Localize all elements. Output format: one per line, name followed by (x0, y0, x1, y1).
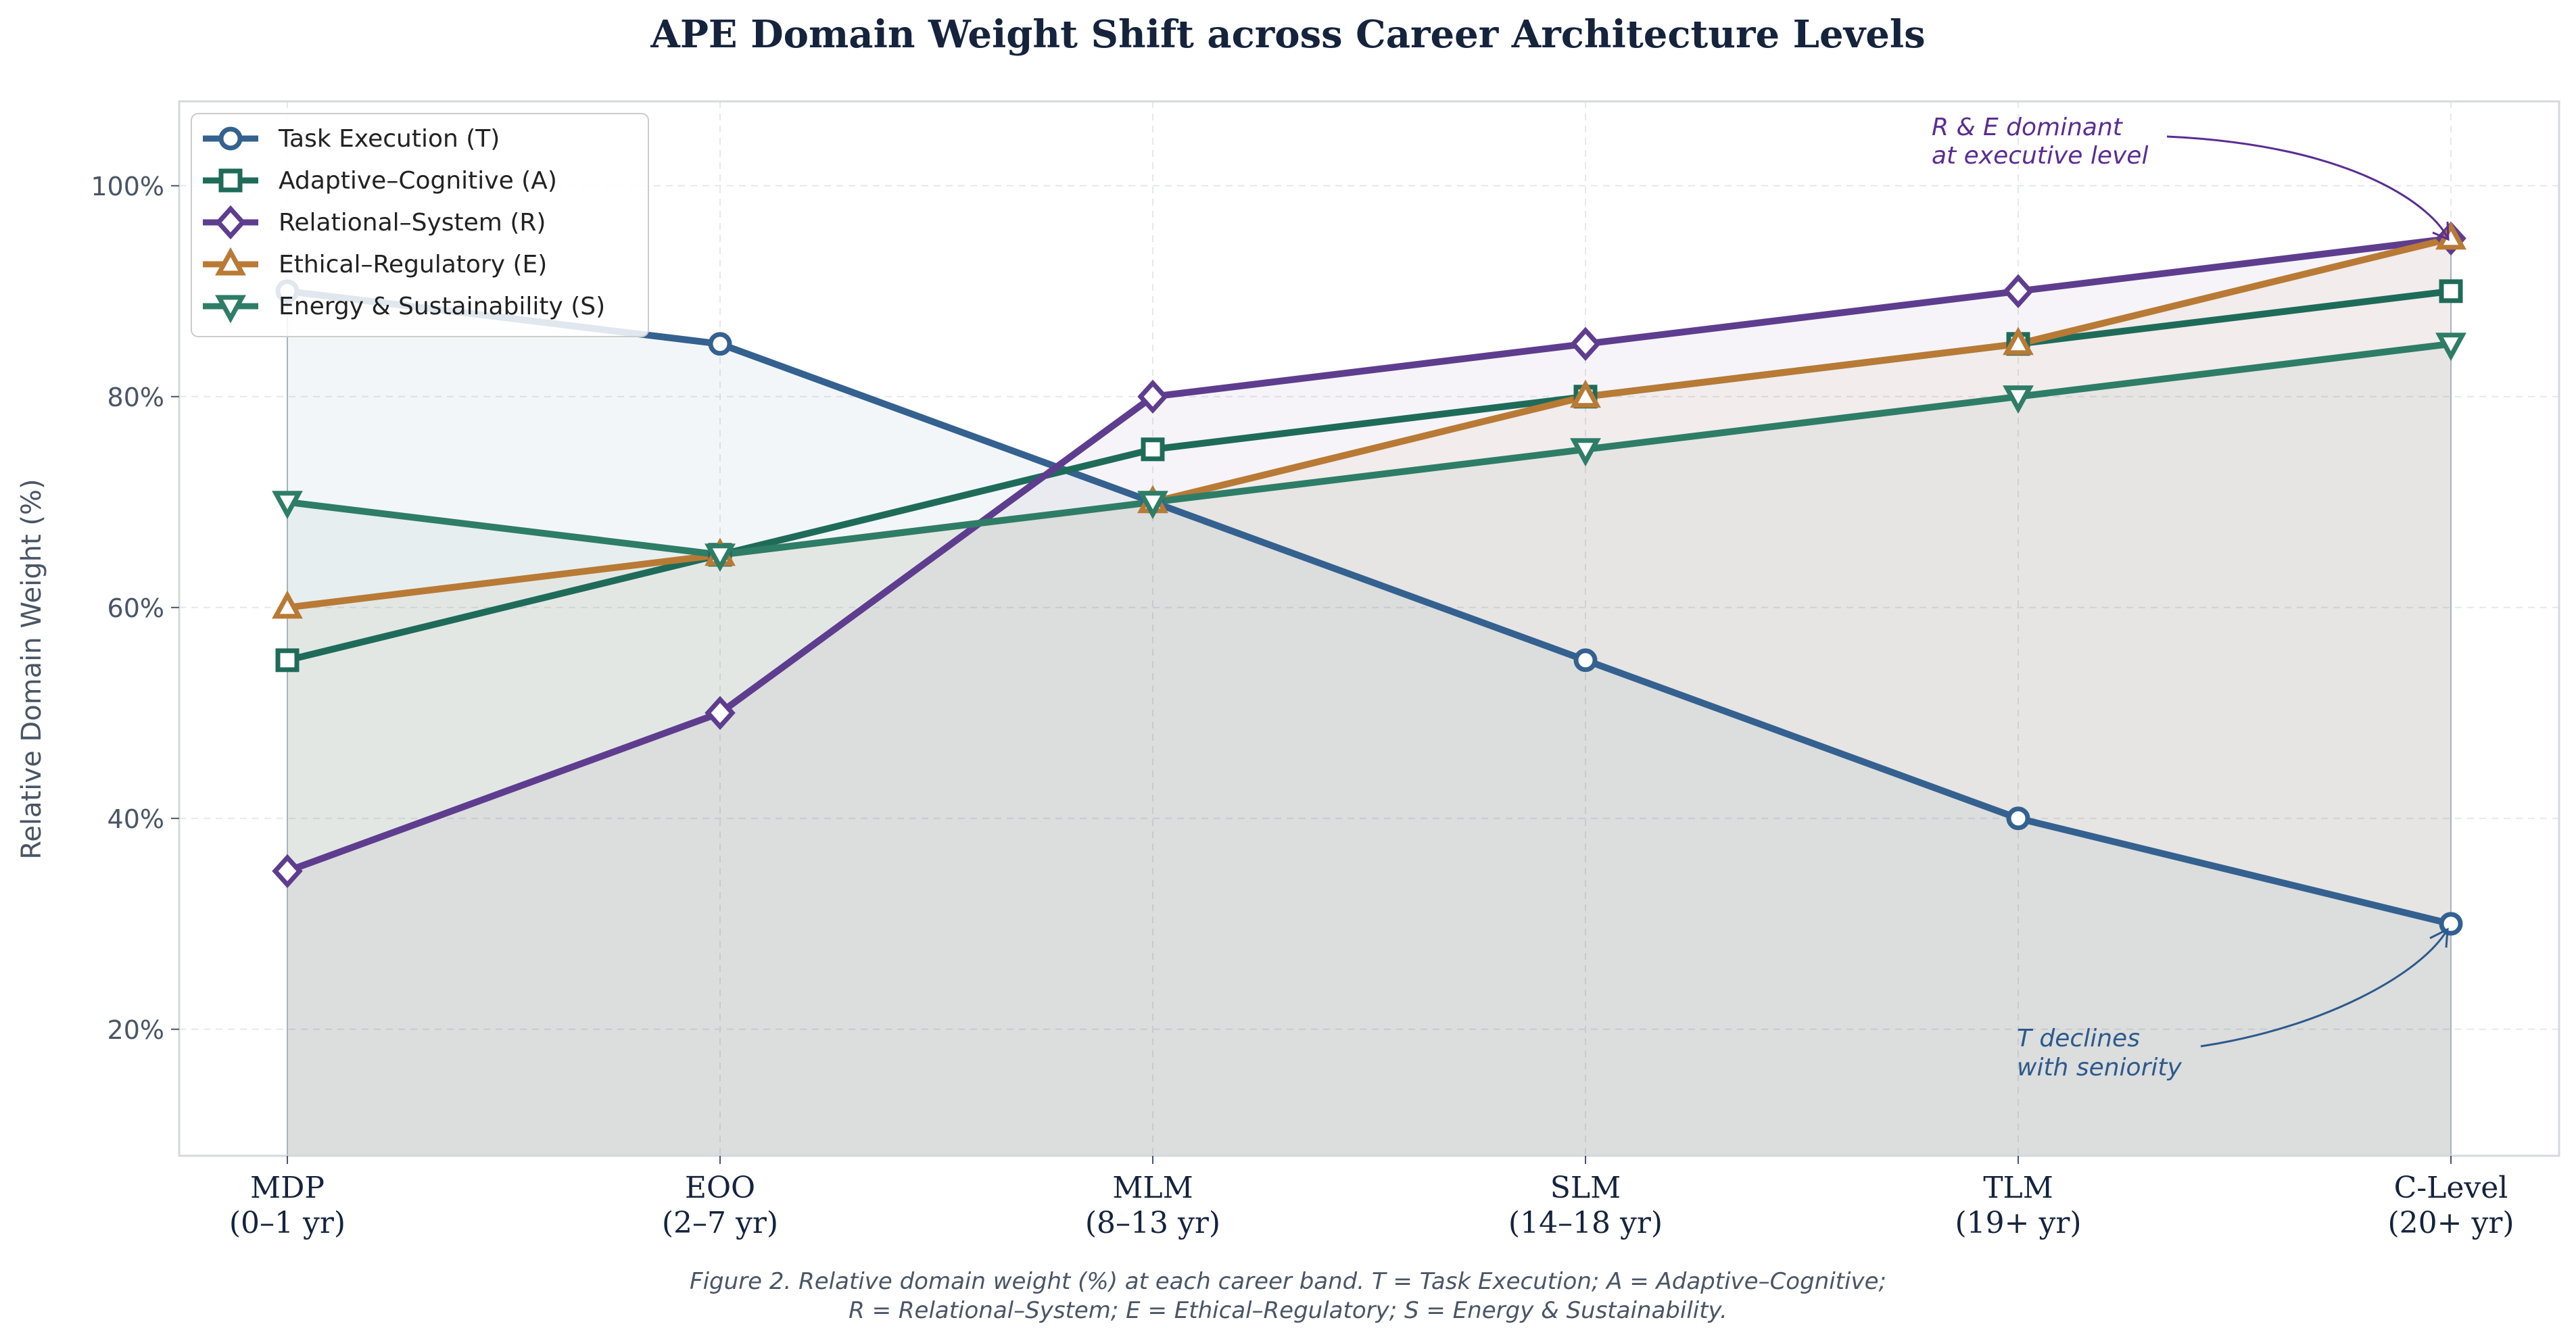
x-tick-sublabel-2: (8–13 yr) (1085, 1206, 1220, 1240)
y-tick-label: 20% (108, 1015, 164, 1045)
series-4-point-5 (2435, 333, 2466, 362)
legend-label: Energy & Sustainability (S) (279, 293, 605, 320)
x-tick-sublabel-1: (2–7 yr) (662, 1206, 778, 1240)
series-2-point-0 (272, 854, 303, 889)
x-tick-label-1: EOO (685, 1171, 755, 1205)
series-1-point-5 (2439, 279, 2463, 303)
series-3-point-0 (272, 590, 303, 619)
area-fills (287, 238, 2452, 1156)
annotation-t-line-1: T declines (2017, 1025, 2140, 1052)
series-markers (272, 221, 2466, 936)
annotation-t-arrowhead (2429, 927, 2449, 948)
legend-label: Relational–System (R) (279, 209, 546, 237)
series-4-point-0 (272, 491, 303, 520)
series-0-point-1 (708, 332, 732, 356)
series-3-point-4 (2003, 326, 2034, 356)
series-line-3 (284, 235, 2454, 611)
legend-swatch-marker (215, 247, 246, 276)
area-fill-series-0 (287, 291, 2451, 1156)
y-tick-label: 80% (108, 383, 164, 412)
area-fill-series-3 (287, 238, 2451, 1156)
series-0-point-3 (1573, 648, 1598, 673)
series-4-point-3 (1570, 438, 1601, 467)
annotation-r-e-arrowhead (2432, 221, 2450, 241)
x-axis-ticks: MDP(0–1 yr) EOO(2–7 yr) MLM(8–13 yr) SLM(14… (229, 1156, 2514, 1240)
series-line-2 (284, 235, 2454, 875)
series-2-point-2 (1137, 379, 1168, 414)
y-tick-label: 100% (91, 172, 164, 201)
legend-entries: Task Execution (T) Adaptive–Cognitive (A)… (203, 125, 605, 324)
series-line-1 (284, 287, 2454, 664)
legend-swatch-marker (215, 205, 246, 240)
figure-caption-line-1: Figure 2. Relative domain weight (%) at … (690, 1268, 1886, 1295)
x-tick-label-2: MLM (1112, 1171, 1193, 1205)
x-tick-sublabel-0: (0–1 yr) (229, 1206, 345, 1240)
x-tick-sublabel-5: (20+ yr) (2387, 1206, 2514, 1240)
series-line-0 (284, 287, 2454, 927)
legend-swatch-marker (215, 295, 246, 324)
annotation-r-e-arrow (2166, 135, 2449, 239)
annotation-t: T declines with seniority (2017, 927, 2449, 1081)
legend-entry-2: Relational–System (R) (203, 205, 546, 240)
x-tick-sublabel-4: (19+ yr) (1955, 1206, 2081, 1240)
legend-label: Ethical–Regulatory (E) (279, 251, 547, 278)
legend: Task Execution (T) Adaptive–Cognitive (A)… (191, 113, 649, 337)
y-axis-label: Relative Domain Weight (%) (16, 479, 47, 859)
legend-entry-3: Ethical–Regulatory (E) (203, 247, 547, 278)
legend-label: Adaptive–Cognitive (A) (279, 167, 557, 195)
series-2-point-3 (1570, 326, 1601, 362)
annotation-r-e-line-1: R & E dominant (1932, 114, 2124, 141)
series-4-point-4 (2003, 385, 2034, 414)
figure-caption-line-2: R = Relational–System; E = Ethical–Regul… (849, 1297, 1727, 1324)
y-tick-label: 60% (108, 593, 164, 623)
series-2-point-1 (705, 696, 736, 731)
series-0-point-5 (2439, 912, 2463, 936)
series-1-point-0 (275, 648, 300, 673)
series-0-point-4 (2006, 806, 2030, 831)
legend-swatch-marker (218, 168, 243, 193)
x-tick-sublabel-3: (14–18 yr) (1508, 1206, 1663, 1240)
legend-label: Task Execution (T) (278, 125, 500, 153)
series-2-point-4 (2003, 274, 2034, 309)
series-4-point-2 (1137, 491, 1168, 520)
x-tick-label-4: TLM (1983, 1171, 2053, 1205)
legend-box (191, 113, 649, 337)
annotation-t-line-2: with seniority (2017, 1054, 2182, 1081)
series-4-point-1 (705, 543, 736, 572)
legend-swatch-marker (218, 126, 243, 151)
area-fill-series-2 (287, 238, 2451, 1156)
legend-entry-4: Energy & Sustainability (S) (203, 293, 605, 324)
area-fill-series-4 (287, 343, 2451, 1156)
y-axis-ticks: 20% 40% 60% 80% 100% (91, 172, 179, 1045)
plot-frame (178, 100, 2560, 1157)
x-tick-label-3: SLM (1550, 1171, 1621, 1205)
annotation-r-e: R & E dominant at executive level (1932, 114, 2450, 241)
chart-title: APE Domain Weight Shift across Career Ar… (650, 12, 1925, 57)
annotation-t-arrow (2200, 931, 2448, 1048)
series-3-point-5 (2435, 221, 2466, 250)
x-tick-label-5: C-Level (2394, 1171, 2508, 1205)
annotation-r-e-line-2: at executive level (1932, 142, 2148, 170)
series-1-point-2 (1141, 437, 1165, 462)
legend-entry-0: Task Execution (T) (203, 125, 500, 153)
series-3-point-3 (1570, 379, 1601, 408)
x-tick-label-0: MDP (250, 1171, 325, 1205)
series-line-4 (284, 340, 2454, 558)
series-lines (284, 235, 2454, 927)
legend-entry-1: Adaptive–Cognitive (A) (203, 167, 557, 195)
y-tick-label: 40% (108, 804, 164, 834)
